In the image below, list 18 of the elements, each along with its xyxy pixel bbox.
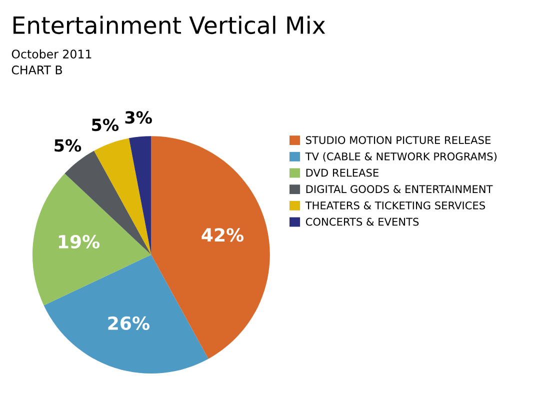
data-label: 3% [125, 111, 152, 124]
pie-slice [151, 136, 270, 359]
data-label: 5% [54, 139, 82, 152]
chart-title: Entertainment Vertical Mix [14, 16, 326, 34]
pie-slice [44, 254, 208, 374]
legend-label: THEATERS & TICKETING SERVICES [305, 201, 486, 210]
legend-label: CONCERTS & EVENTS [306, 218, 419, 226]
data-label: 5% [92, 118, 119, 132]
legend-label: STUDIO MOTION PICTURE RELEASE [306, 136, 490, 144]
data-label: 26% [108, 316, 150, 330]
data-label: 19% [58, 234, 100, 249]
legend-label: TV (CABLE & NETWORK PROGRAMS) [305, 152, 497, 162]
chart-subtitle: October 2011 CHART B [12, 49, 92, 74]
data-label: 42% [202, 228, 244, 242]
pie-slice [32, 174, 152, 306]
legend-label: DVD RELEASE [306, 168, 378, 177]
pie-slice [128, 136, 152, 255]
legend-label: DIGITAL GOODS & ENTERTAINMENT [306, 185, 493, 194]
